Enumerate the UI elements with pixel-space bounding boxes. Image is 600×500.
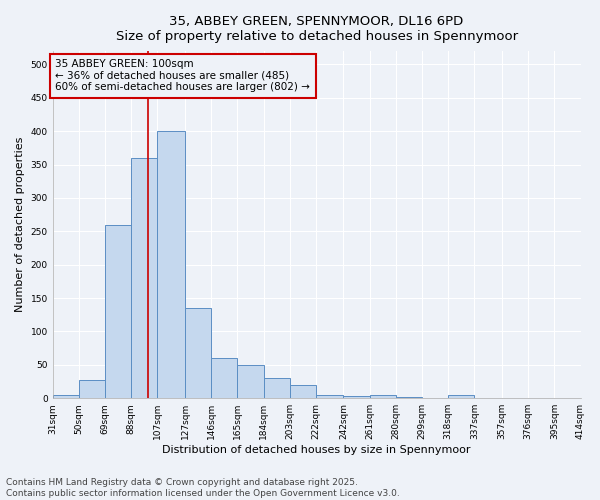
Bar xyxy=(290,385,316,398)
Bar xyxy=(448,395,475,398)
Bar xyxy=(396,397,422,398)
Bar xyxy=(263,378,290,398)
Bar xyxy=(185,308,211,398)
Bar xyxy=(211,358,238,398)
Bar xyxy=(370,395,396,398)
Bar xyxy=(581,397,600,398)
Bar xyxy=(131,158,157,398)
Text: Contains HM Land Registry data © Crown copyright and database right 2025.
Contai: Contains HM Land Registry data © Crown c… xyxy=(6,478,400,498)
Bar xyxy=(316,395,343,398)
Bar xyxy=(157,131,185,398)
Bar xyxy=(79,380,105,398)
X-axis label: Distribution of detached houses by size in Spennymoor: Distribution of detached houses by size … xyxy=(163,445,471,455)
Bar xyxy=(53,395,79,398)
Text: 35 ABBEY GREEN: 100sqm
← 36% of detached houses are smaller (485)
60% of semi-de: 35 ABBEY GREEN: 100sqm ← 36% of detached… xyxy=(55,59,310,92)
Y-axis label: Number of detached properties: Number of detached properties xyxy=(15,137,25,312)
Bar xyxy=(238,365,263,398)
Bar xyxy=(105,224,131,398)
Bar xyxy=(343,396,370,398)
Title: 35, ABBEY GREEN, SPENNYMOOR, DL16 6PD
Size of property relative to detached hous: 35, ABBEY GREEN, SPENNYMOOR, DL16 6PD Si… xyxy=(116,15,518,43)
